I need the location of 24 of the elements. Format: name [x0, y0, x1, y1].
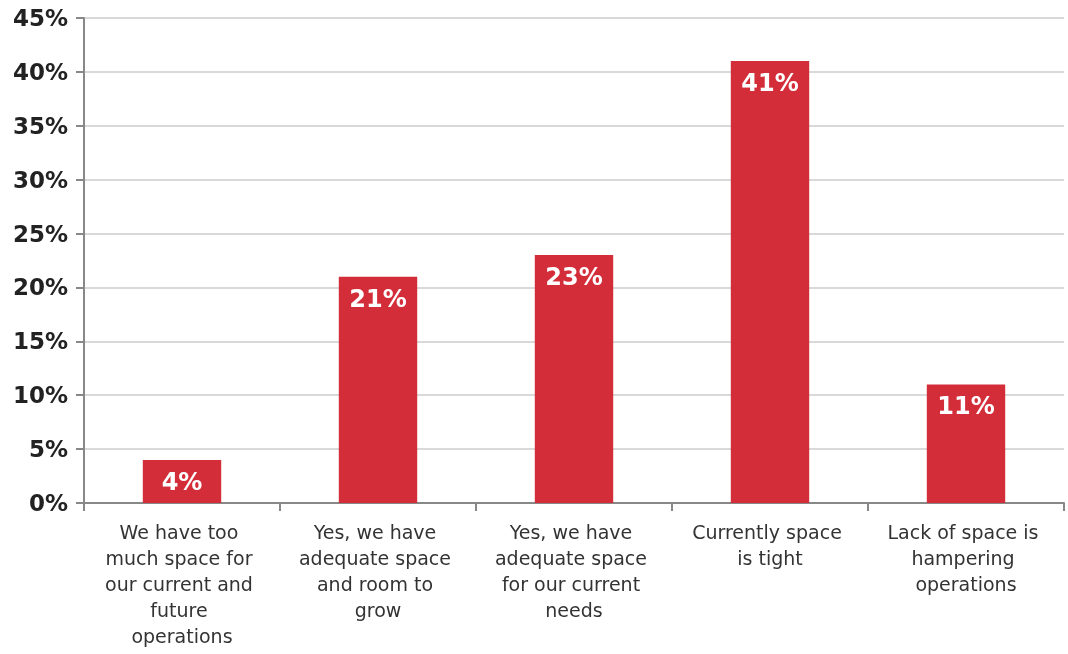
- y-tick-label: 45%: [12, 5, 68, 31]
- y-tick-label: 35%: [12, 112, 68, 139]
- data-label: 4%: [161, 467, 203, 496]
- y-tick-label: 25%: [12, 220, 68, 247]
- bar: [534, 255, 614, 503]
- x-tick-label: We have too much space for our current and future operations: [105, 521, 259, 647]
- data-label: 23%: [545, 263, 603, 292]
- y-tick-label: 15%: [12, 328, 68, 355]
- bar: [926, 384, 1006, 503]
- x-tick-label: Yes, we have adequate space and room to grow: [298, 521, 458, 621]
- x-tick-label: Yes, we have adequate space for our current needs: [494, 521, 654, 621]
- bar: [730, 61, 810, 503]
- y-tick-label: 40%: [12, 58, 68, 85]
- y-tick-label: 30%: [12, 166, 68, 193]
- bar: [338, 276, 418, 503]
- y-tick-label: 10%: [12, 382, 68, 409]
- y-tick-label: 20%: [12, 274, 68, 301]
- data-label: 11%: [937, 392, 995, 421]
- y-tick-label: 5%: [28, 436, 68, 463]
- x-tick-label: Lack of space is hampering operations: [887, 521, 1045, 595]
- data-label: 41%: [741, 69, 799, 98]
- x-tick-label: Currently space is tight: [692, 521, 848, 569]
- y-tick-label: 0%: [28, 490, 68, 516]
- data-label: 21%: [349, 284, 407, 313]
